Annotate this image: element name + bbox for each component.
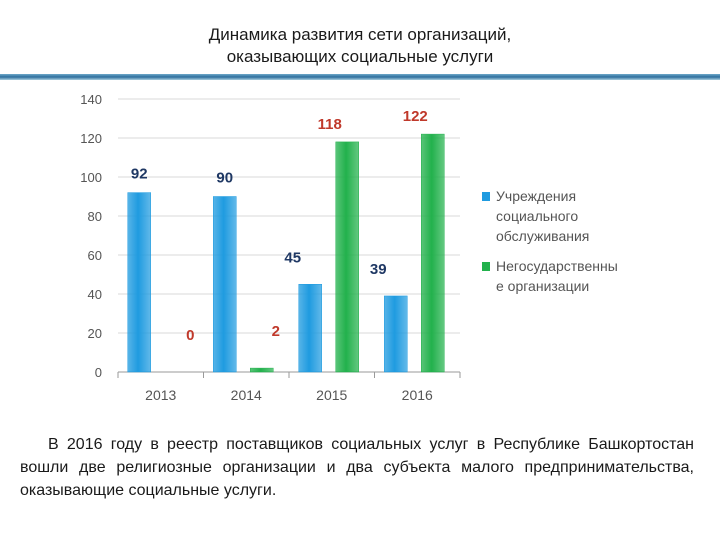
data-label-non-state-orgs-2013: 0 <box>186 327 194 344</box>
y-tick-label-60: 60 <box>88 248 102 263</box>
y-tick-label-120: 120 <box>80 131 102 146</box>
y-tick-label-80: 80 <box>88 209 102 224</box>
bar-social-institutions-2015 <box>298 284 322 373</box>
legend-swatch-social-institutions <box>482 192 490 201</box>
y-tick-label-100: 100 <box>80 170 102 185</box>
x-tick-label-2014: 2014 <box>231 387 262 403</box>
y-tick-label-20: 20 <box>88 326 102 341</box>
legend-swatch-non-state-orgs <box>482 262 490 271</box>
y-tick-label-0: 0 <box>95 365 102 380</box>
y-tick-label-40: 40 <box>88 287 102 302</box>
title-line-2: оказывающих социальные услуги <box>226 47 494 66</box>
title-line-1: Динамика развития сети организаций, <box>208 25 512 44</box>
caption-text: В 2016 году в реестр поставщиков социаль… <box>20 436 694 499</box>
chart-title: Динамика развития сети организаций, оказ… <box>0 24 720 68</box>
legend-label-social-institutions: Учреждения социального обслуживания <box>496 188 589 244</box>
bar-chart: 0 20 40 60 80 100 120 140 2013 92 0 2014 90 2 2015 45 11… <box>80 92 618 403</box>
data-label-non-state-orgs-2015: 118 <box>318 116 342 133</box>
data-label-social-institutions-2016: 39 <box>370 261 387 278</box>
bar-social-institutions-2013 <box>127 192 151 373</box>
y-tick-label-140: 140 <box>80 92 102 107</box>
bar-social-institutions-2014 <box>213 196 237 373</box>
x-tick-label-2013: 2013 <box>145 387 176 403</box>
x-tick-label-2016: 2016 <box>402 387 433 403</box>
data-label-social-institutions-2015: 45 <box>284 249 301 266</box>
data-label-social-institutions-2013: 92 <box>131 166 148 183</box>
data-label-social-institutions-2014: 90 <box>216 170 233 187</box>
bar-social-institutions-2016 <box>384 295 408 373</box>
bar-non-state-orgs-2014 <box>250 367 274 373</box>
data-label-non-state-orgs-2016: 122 <box>403 108 428 125</box>
bar-non-state-orgs-2016 <box>421 133 445 373</box>
data-label-non-state-orgs-2014: 2 <box>272 323 280 340</box>
legend-label-non-state-orgs: Негосударственны е организации <box>496 258 618 294</box>
bar-non-state-orgs-2015 <box>335 141 359 373</box>
title-divider-band <box>0 74 720 80</box>
x-tick-label-2015: 2015 <box>316 387 347 403</box>
